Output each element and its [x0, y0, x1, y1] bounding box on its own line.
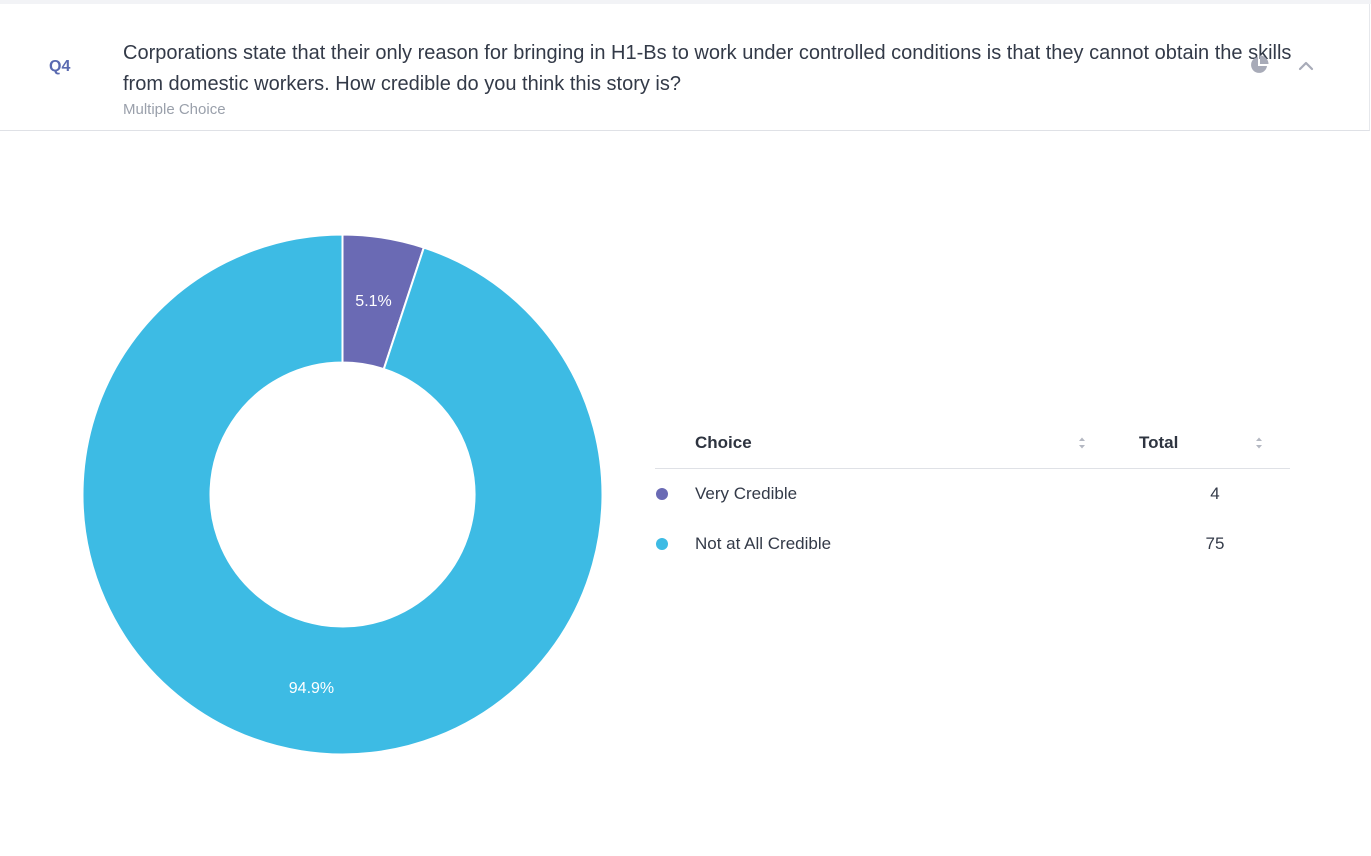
- slice-percent-label: 94.9%: [289, 680, 334, 697]
- question-number: Q4: [49, 58, 71, 75]
- legend-dot: [656, 488, 668, 500]
- slice-not-at-all-credible[interactable]: [81, 233, 604, 756]
- top-strip: [0, 0, 1371, 4]
- slice-percent-label: 5.1%: [355, 293, 391, 310]
- table-row: Very Credible 4: [655, 469, 1290, 519]
- question-type: Multiple Choice: [123, 101, 226, 118]
- table-header: Choice Total: [655, 418, 1290, 469]
- choice-label: Very Credible: [695, 484, 798, 503]
- chevron-up-icon[interactable]: [1297, 59, 1315, 73]
- total-column-header[interactable]: Total: [1139, 433, 1179, 452]
- question-header: Q4 Corporations state that their only re…: [0, 4, 1370, 131]
- sort-icon[interactable]: [1078, 436, 1086, 450]
- legend-dot: [656, 538, 668, 550]
- donut-chart: 5.1% 94.9%: [81, 233, 604, 756]
- pie-chart-icon[interactable]: [1249, 55, 1269, 75]
- choice-label: Not at All Credible: [695, 534, 832, 553]
- sort-icon[interactable]: [1255, 436, 1263, 450]
- table-row: Not at All Credible 75: [655, 519, 1290, 569]
- choice-column-header[interactable]: Choice: [695, 433, 752, 452]
- choice-total: 4: [1210, 484, 1220, 503]
- choice-total: 75: [1205, 534, 1225, 553]
- results-table: Choice Total Very Credible 4 Not at All …: [655, 418, 1290, 569]
- question-text: Corporations state that their only reaso…: [123, 42, 1292, 95]
